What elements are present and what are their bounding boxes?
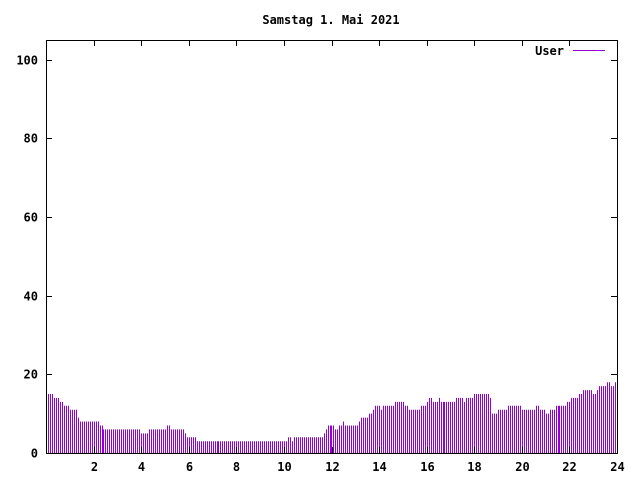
y-axis-ticks: 0 20 40 60 80 100: [16, 54, 617, 461]
x-tick-label: 24: [610, 460, 624, 474]
y-tick-label: 40: [24, 290, 38, 304]
y-tick-label: 20: [24, 368, 38, 382]
x-tick-label: 8: [233, 460, 240, 474]
y-tick-label: 0: [31, 447, 38, 461]
x-tick-label: 22: [562, 460, 576, 474]
x-tick-label: 12: [325, 460, 339, 474]
x-tick-label: 10: [277, 460, 291, 474]
y-tick-label: 60: [24, 211, 38, 225]
x-tick-label: 16: [420, 460, 434, 474]
legend: User: [535, 44, 605, 58]
x-axis-ticks: 2 4 6 8 10 12 14 16 18 20 22 24: [91, 40, 625, 474]
x-tick-label: 14: [372, 460, 386, 474]
y-tick-label: 80: [24, 132, 38, 146]
bar-series: [48, 382, 616, 453]
x-tick-label: 18: [467, 460, 481, 474]
plot-border: [46, 40, 618, 454]
chart-title: Samstag 1. Mai 2021: [262, 13, 399, 27]
x-tick-label: 2: [91, 460, 98, 474]
y-tick-label: 100: [16, 54, 38, 68]
legend-label: User: [535, 44, 564, 58]
x-tick-label: 6: [186, 460, 193, 474]
x-tick-label: 4: [138, 460, 145, 474]
x-tick-label: 20: [515, 460, 529, 474]
